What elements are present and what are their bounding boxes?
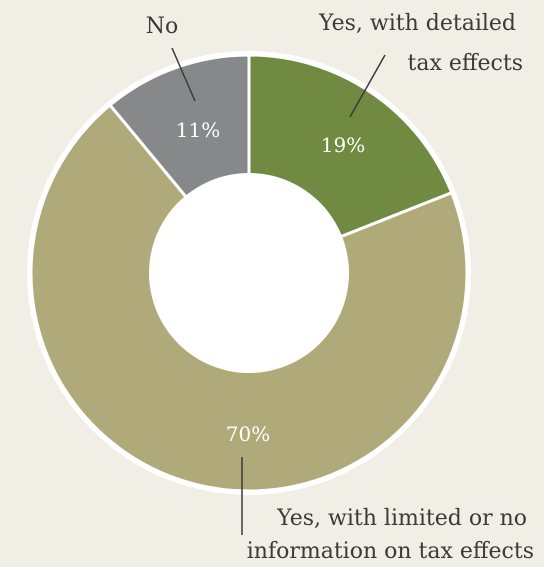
outer-ring bbox=[27, 51, 471, 495]
category-label-limited: Yes, with limited or no information on t… bbox=[247, 506, 534, 564]
category-label-no: No bbox=[146, 14, 179, 39]
value-label-detailed: 19% bbox=[321, 133, 365, 157]
value-label-no: 11% bbox=[176, 118, 220, 142]
category-label-detailed: Yes, with detailed tax effects bbox=[318, 11, 523, 76]
value-label-limited: 70% bbox=[226, 422, 270, 446]
category-label-limited-line1: Yes, with limited or no bbox=[276, 506, 527, 531]
leader-line-no bbox=[171, 47, 196, 102]
category-label-detailed-line1: Yes, with detailed bbox=[318, 11, 516, 36]
donut-hole bbox=[149, 173, 349, 373]
category-label-detailed-line2: tax effects bbox=[408, 51, 523, 76]
leader-line-detailed bbox=[349, 54, 386, 118]
category-label-limited-line2: information on tax effects bbox=[247, 539, 534, 564]
